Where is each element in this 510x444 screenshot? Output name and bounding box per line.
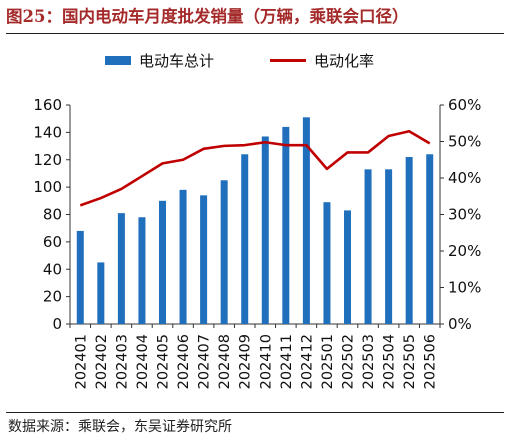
y-right-tick-label: 40% [448,169,481,187]
source-note: 数据来源：乘联会，东吴证券研究所 [8,419,232,435]
legend-item-line: 电动化率 [270,50,374,71]
x-tick-label: 202402 [94,334,110,389]
bar [405,157,413,324]
title-rule [6,33,504,34]
x-tick-label: 202411 [279,334,295,389]
x-tick-label: 202410 [258,334,274,389]
bar [179,189,187,324]
bar [364,169,372,324]
bar [138,217,146,324]
legend-swatch-bar [105,56,131,65]
y-left-tick-label: 60 [43,233,62,251]
x-tick-label: 202504 [382,334,398,389]
x-tick-label: 202406 [176,334,192,389]
y-right-tick-label: 50% [448,133,481,151]
bar [76,230,84,324]
legend: 电动车总计 电动化率 [0,50,510,72]
bar [220,180,228,324]
x-tick-label: 202409 [238,334,254,389]
bar [385,169,393,324]
y-left-tick-label: 140 [33,123,62,141]
x-tick-label: 202401 [73,334,89,389]
y-left-tick-label: 0 [52,315,62,333]
bar [426,154,434,324]
bar [261,136,269,324]
bar [200,195,208,324]
x-tick-label: 202506 [423,334,439,389]
y-left-tick-label: 120 [33,151,62,169]
bar [302,117,310,324]
legend-label-line: 电动化率 [314,52,375,70]
bar [282,126,290,325]
x-tick-label: 202405 [156,334,172,389]
y-left-tick-label: 20 [43,288,62,306]
footer-rule [6,412,504,413]
x-tick-label: 202505 [402,334,418,389]
legend-swatch-line [270,59,306,62]
y-left-tick-label: 100 [33,178,62,196]
x-tick-label: 202503 [361,334,377,389]
legend-label-bar: 电动车总计 [139,52,215,70]
bar [117,213,125,324]
bar [159,200,166,324]
bar [97,262,105,324]
bar [241,154,249,324]
y-right-tick-label: 30% [448,206,481,224]
y-right-tick-label: 10% [448,279,481,297]
y-left-tick-label: 40 [43,260,62,278]
x-tick-label: 202407 [197,334,213,389]
y-right-tick-label: 60% [448,96,481,114]
x-tick-label: 202403 [114,334,130,389]
y-left-tick-label: 80 [43,206,62,224]
figure-title: 图25：国内电动车月度批发销量（万辆，乘联会口径） [6,7,409,26]
line-series [79,129,431,207]
x-tick-label: 202501 [320,334,336,389]
x-tick-label: 202502 [341,334,357,389]
x-tick-label: 202404 [135,334,151,389]
legend-item-bar: 电动车总计 [105,50,214,71]
bar [344,210,351,324]
x-tick-label: 202412 [299,334,315,389]
y-left-tick-label: 160 [33,96,62,114]
bar [323,202,331,324]
x-tick-label: 202408 [217,334,233,389]
y-right-tick-label: 0% [448,315,472,333]
y-right-tick-label: 20% [448,242,481,260]
